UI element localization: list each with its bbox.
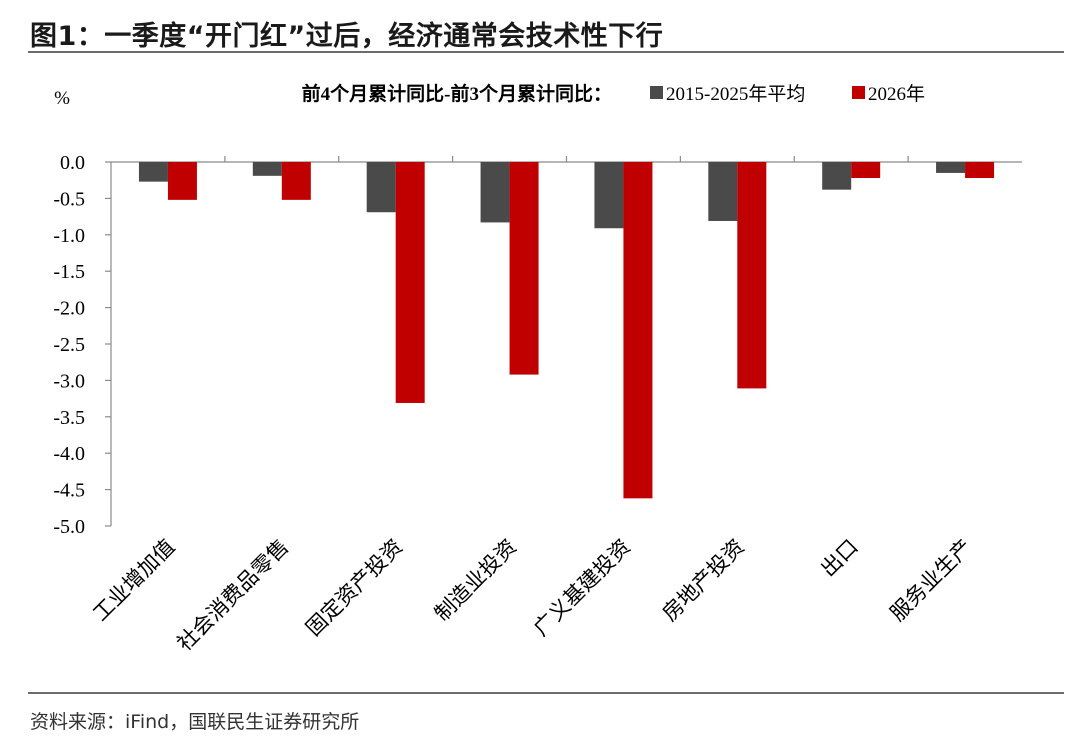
bar-avg-2015-2025-1 <box>252 162 282 176</box>
y-tick-label: -1.5 <box>53 261 85 283</box>
bar-2026-0 <box>167 162 197 200</box>
bar-avg-2015-2025-6 <box>822 162 852 190</box>
source-note: 资料来源：iFind，国联民生证券研究所 <box>30 711 360 733</box>
bar-2026-5 <box>737 162 767 389</box>
bar-2026-4 <box>623 162 653 499</box>
legend-swatch <box>650 86 663 99</box>
legend-label: 2015-2025年平均 <box>666 83 805 105</box>
title-divider <box>28 51 1064 53</box>
bar-avg-2015-2025-5 <box>708 162 738 221</box>
bar-avg-2015-2025-3 <box>480 162 510 223</box>
bar-2026-1 <box>281 162 311 200</box>
bar-avg-2015-2025-2 <box>366 162 396 213</box>
y-tick-label: -0.5 <box>53 188 85 210</box>
x-category-label: 工业增加值 <box>88 535 179 626</box>
y-tick-label: -4.0 <box>53 443 85 465</box>
y-tick-label: -2.0 <box>53 298 85 320</box>
x-category-label: 广义基建投资 <box>529 535 635 641</box>
bar-2026-7 <box>965 162 995 179</box>
x-category-label: 制造业投资 <box>430 535 521 626</box>
y-tick-label: 0.0 <box>60 152 85 174</box>
y-tick-label: -5.0 <box>53 516 85 538</box>
y-unit-label: % <box>54 88 70 109</box>
x-category-label: 房地产投资 <box>658 535 749 626</box>
x-category-label: 社会消费品零售 <box>172 535 293 656</box>
bar-chart: % 前4个月累计同比-前3个月累计同比： 2015-2025年平均 2026年 0… <box>53 82 1022 656</box>
figure-title: 图1：一季度“开门红”过后，经济通常会技术性下行 <box>30 21 664 52</box>
bar-avg-2015-2025-4 <box>594 162 624 229</box>
legend-swatch <box>852 86 865 99</box>
bar-2026-3 <box>509 162 539 375</box>
bar-avg-2015-2025-0 <box>138 162 168 182</box>
x-category-label: 出口 <box>816 535 863 582</box>
x-category-label: 固定资产投资 <box>301 535 407 641</box>
legend-label: 2026年 <box>868 83 925 105</box>
y-tick-label: -3.0 <box>53 370 85 392</box>
footer-divider <box>28 692 1064 694</box>
y-tick-label: -2.5 <box>53 334 85 356</box>
y-tick-label: -1.0 <box>53 225 85 247</box>
bar-avg-2015-2025-7 <box>936 162 966 173</box>
y-tick-label: -3.5 <box>53 407 85 429</box>
x-category-label: 服务业生产 <box>885 535 976 626</box>
legend: 2015-2025年平均 2026年 <box>650 83 925 105</box>
bar-2026-6 <box>851 162 881 179</box>
y-tick-label: -4.5 <box>53 480 85 502</box>
bars <box>138 162 995 499</box>
bar-2026-2 <box>395 162 425 403</box>
chart-title: 前4个月累计同比-前3个月累计同比： <box>302 82 612 105</box>
